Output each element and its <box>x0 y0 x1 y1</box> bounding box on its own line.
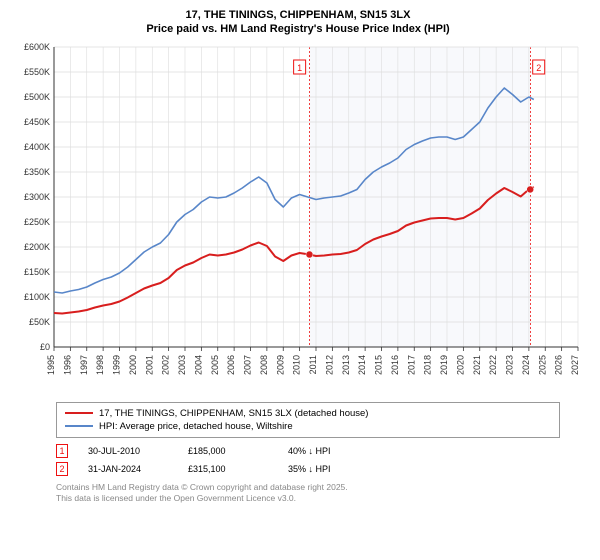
footnote-marker: 1 <box>56 444 68 458</box>
svg-text:1997: 1997 <box>79 355 89 375</box>
svg-text:2016: 2016 <box>390 355 400 375</box>
svg-text:1998: 1998 <box>95 355 105 375</box>
svg-text:2021: 2021 <box>472 355 482 375</box>
legend: 17, THE TININGS, CHIPPENHAM, SN15 3LX (d… <box>56 402 560 438</box>
svg-text:£250K: £250K <box>24 217 50 227</box>
svg-text:2023: 2023 <box>505 355 515 375</box>
legend-label: 17, THE TININGS, CHIPPENHAM, SN15 3LX (d… <box>99 408 368 419</box>
svg-text:£450K: £450K <box>24 117 50 127</box>
svg-text:1996: 1996 <box>62 355 72 375</box>
svg-text:2002: 2002 <box>161 355 171 375</box>
footnote-date: 30-JUL-2010 <box>88 446 168 456</box>
svg-text:2006: 2006 <box>226 355 236 375</box>
svg-text:2025: 2025 <box>537 355 547 375</box>
chart-container: 17, THE TININGS, CHIPPENHAM, SN15 3LX Pr… <box>0 0 600 560</box>
svg-text:2017: 2017 <box>406 355 416 375</box>
svg-text:2013: 2013 <box>341 355 351 375</box>
svg-text:£400K: £400K <box>24 142 50 152</box>
chart-title: 17, THE TININGS, CHIPPENHAM, SN15 3LX Pr… <box>6 8 590 37</box>
legend-item: HPI: Average price, detached house, Wilt… <box>65 420 551 433</box>
footnote-delta: 40% ↓ HPI <box>288 446 331 456</box>
svg-text:1: 1 <box>297 63 302 73</box>
svg-text:2003: 2003 <box>177 355 187 375</box>
svg-text:2005: 2005 <box>210 355 220 375</box>
footnote-marker: 2 <box>56 462 68 476</box>
chart-plot: £0 £50K £100K £150K £200K £250K £300K £350K £400… <box>6 41 590 396</box>
svg-text:2014: 2014 <box>357 355 367 375</box>
svg-text:£300K: £300K <box>24 192 50 202</box>
legend-swatch <box>65 412 93 414</box>
svg-text:£500K: £500K <box>24 92 50 102</box>
svg-text:2001: 2001 <box>144 355 154 375</box>
svg-text:£350K: £350K <box>24 167 50 177</box>
svg-text:£550K: £550K <box>24 67 50 77</box>
svg-text:£0: £0 <box>40 342 50 352</box>
legend-item: 17, THE TININGS, CHIPPENHAM, SN15 3LX (d… <box>65 407 551 420</box>
svg-text:2008: 2008 <box>259 355 269 375</box>
svg-text:2015: 2015 <box>374 355 384 375</box>
legend-label: HPI: Average price, detached house, Wilt… <box>99 421 293 432</box>
svg-text:2007: 2007 <box>243 355 253 375</box>
svg-text:2000: 2000 <box>128 355 138 375</box>
svg-text:2027: 2027 <box>570 355 580 375</box>
svg-text:2004: 2004 <box>193 355 203 375</box>
svg-text:£600K: £600K <box>24 42 50 52</box>
copyright-line: This data is licensed under the Open Gov… <box>56 493 560 504</box>
svg-text:2024: 2024 <box>521 355 531 375</box>
svg-text:2010: 2010 <box>292 355 302 375</box>
svg-text:£200K: £200K <box>24 242 50 252</box>
svg-text:£100K: £100K <box>24 292 50 302</box>
footnote-delta: 35% ↓ HPI <box>288 464 331 474</box>
footnote-price: £185,000 <box>188 446 268 456</box>
footnote-row: 2 31-JAN-2024 £315,100 35% ↓ HPI <box>56 460 560 478</box>
svg-text:2009: 2009 <box>275 355 285 375</box>
title-line-2: Price paid vs. HM Land Registry's House … <box>6 22 590 36</box>
footnote-date: 31-JAN-2024 <box>88 464 168 474</box>
copyright: Contains HM Land Registry data © Crown c… <box>56 482 560 504</box>
svg-text:1995: 1995 <box>46 355 56 375</box>
svg-text:2: 2 <box>536 63 541 73</box>
copyright-line: Contains HM Land Registry data © Crown c… <box>56 482 560 493</box>
svg-text:2018: 2018 <box>423 355 433 375</box>
chart-svg: £0 £50K £100K £150K £200K £250K £300K £350K £400… <box>6 41 590 391</box>
svg-text:2022: 2022 <box>488 355 498 375</box>
footnote-table: 1 30-JUL-2010 £185,000 40% ↓ HPI 2 31-JA… <box>56 442 560 478</box>
legend-swatch <box>65 425 93 427</box>
svg-text:2019: 2019 <box>439 355 449 375</box>
footnote-row: 1 30-JUL-2010 £185,000 40% ↓ HPI <box>56 442 560 460</box>
svg-text:£150K: £150K <box>24 267 50 277</box>
svg-text:£50K: £50K <box>29 317 50 327</box>
svg-text:2020: 2020 <box>455 355 465 375</box>
svg-text:2012: 2012 <box>324 355 334 375</box>
svg-text:2026: 2026 <box>554 355 564 375</box>
svg-text:1999: 1999 <box>112 355 122 375</box>
footnote-price: £315,100 <box>188 464 268 474</box>
svg-text:2011: 2011 <box>308 355 318 374</box>
title-line-1: 17, THE TININGS, CHIPPENHAM, SN15 3LX <box>6 8 590 22</box>
